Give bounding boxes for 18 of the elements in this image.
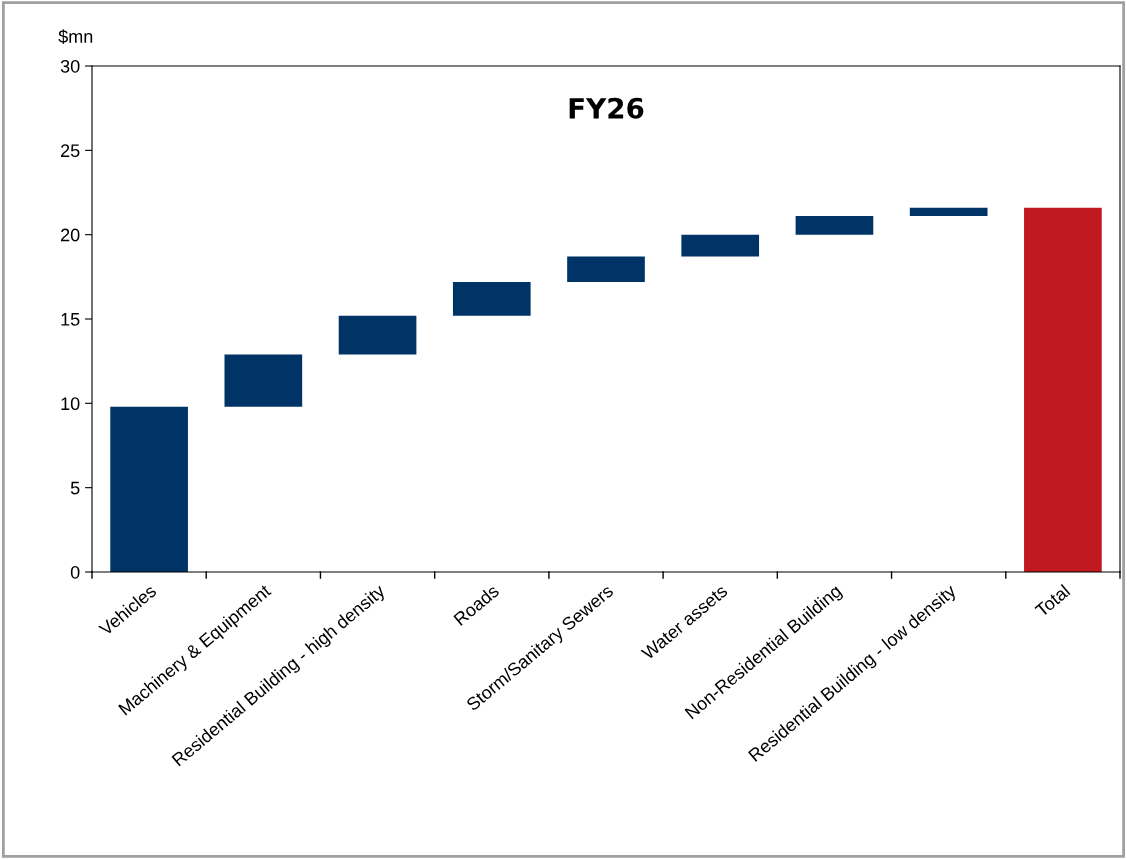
y-tick-label: 5: [70, 481, 80, 495]
y-tick-label: 0: [70, 565, 80, 579]
bar: [224, 354, 303, 407]
bar: [110, 406, 188, 572]
y-axis-title: $mn: [58, 29, 93, 44]
bar: [452, 281, 531, 316]
bar: [795, 216, 874, 235]
y-tick-label: 15: [61, 313, 80, 326]
y-tick-label: 20: [61, 228, 80, 242]
bar: [338, 315, 417, 355]
bar: [909, 207, 988, 217]
y-tick-label: 30: [60, 59, 80, 73]
bar: [567, 256, 645, 282]
bar: [681, 234, 760, 257]
y-tick-label: 10: [61, 397, 80, 411]
bar: [1024, 207, 1102, 572]
text: FY26: [569, 97, 644, 119]
y-tick-label: 25: [61, 144, 80, 158]
